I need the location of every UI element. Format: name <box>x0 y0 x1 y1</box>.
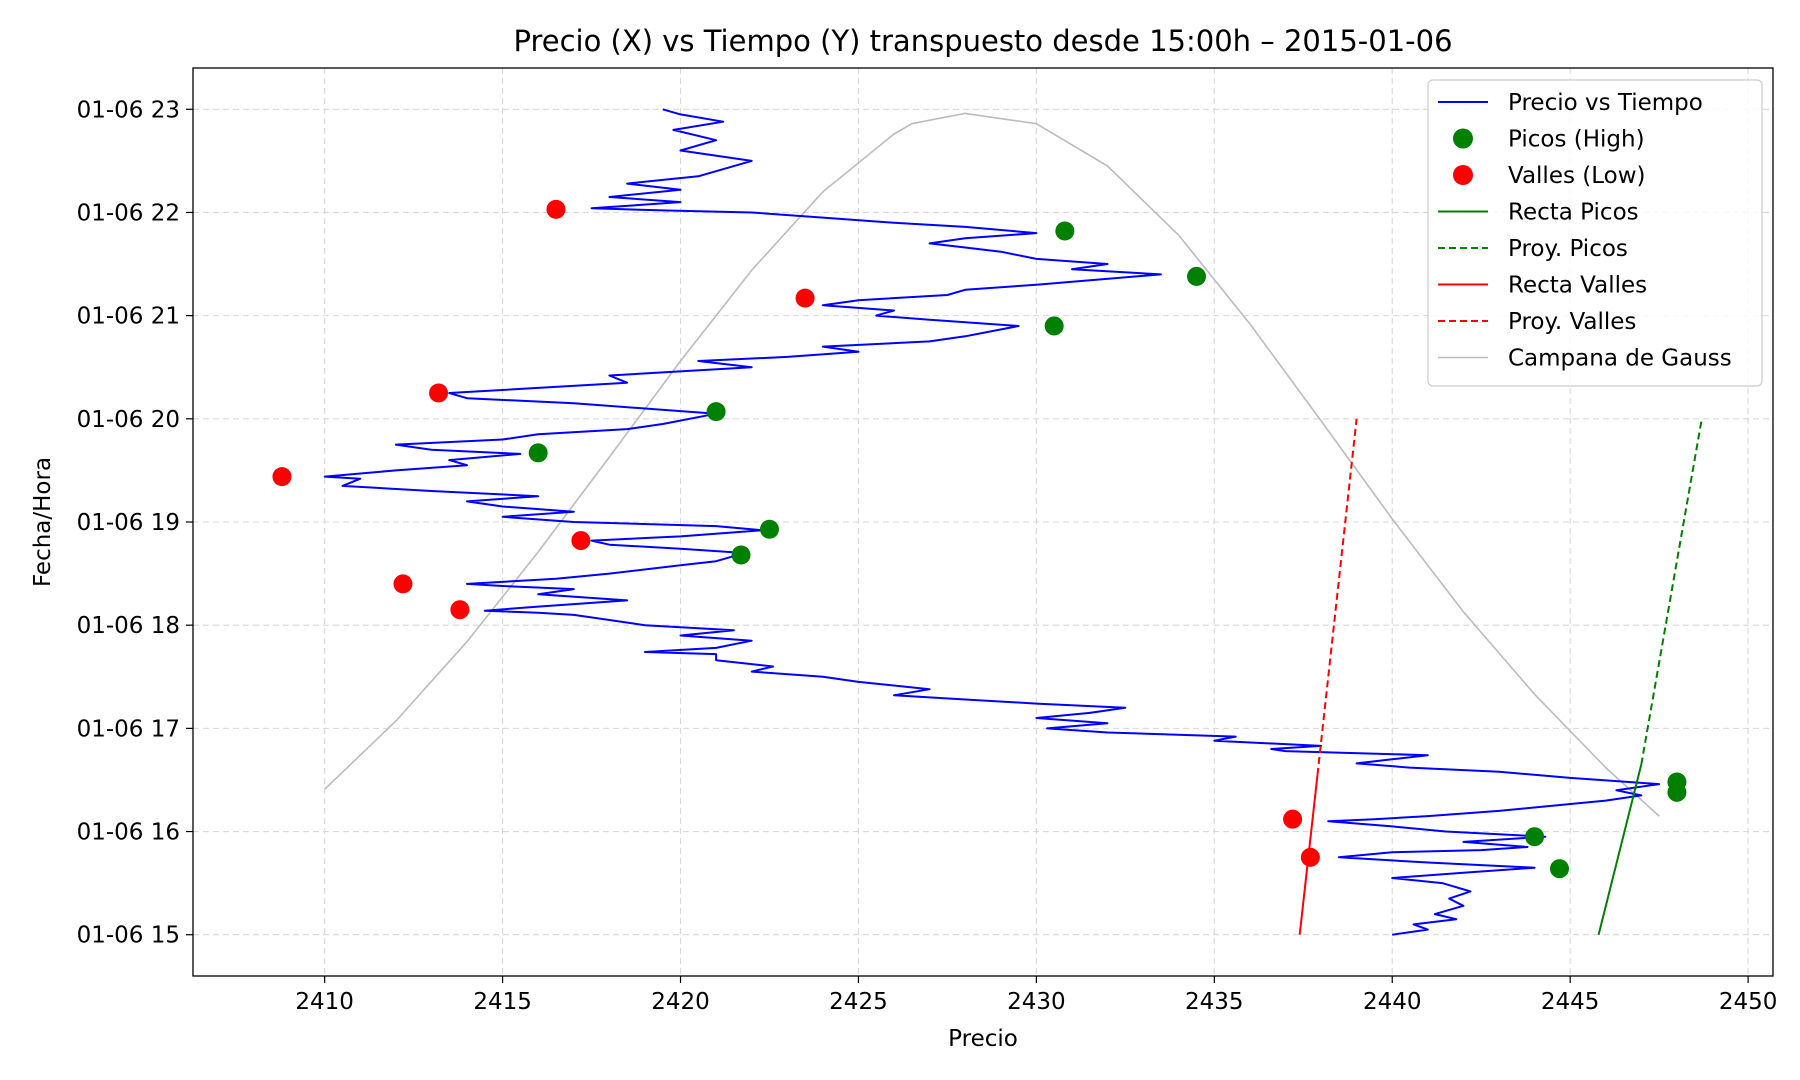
chart-title: Precio (X) vs Tiempo (Y) transpuesto des… <box>513 24 1452 58</box>
valles-low-point <box>429 383 449 403</box>
y-axis-label: Fecha/Hora <box>30 457 56 587</box>
picos-high-point <box>1525 827 1545 847</box>
valles-low-point <box>1283 809 1303 829</box>
x-tick-label: 2430 <box>1007 989 1066 1015</box>
y-tick-label: 01-06 18 <box>77 613 180 639</box>
picos-high-point <box>1549 859 1569 879</box>
picos-high-point <box>1667 772 1687 792</box>
x-axis-label: Precio <box>948 1026 1018 1052</box>
x-tick-label: 2440 <box>1363 989 1422 1015</box>
valles-low-point <box>393 574 413 594</box>
proy-valles-line <box>1316 418 1358 775</box>
legend-marker <box>1453 128 1473 149</box>
x-tick-label: 2415 <box>473 989 532 1015</box>
legend-label: Proy. Valles <box>1508 309 1636 335</box>
y-tick-label: 01-06 19 <box>77 510 180 536</box>
legend: Precio vs Tiempo Picos (High) Valles (Low)… <box>1427 79 1763 387</box>
y-tick-label: 01-06 15 <box>77 923 180 949</box>
legend-marker <box>1453 165 1473 185</box>
x-tick-label: 2435 <box>1185 989 1244 1015</box>
valles-low-point <box>571 531 591 551</box>
valles-low-point <box>272 467 292 487</box>
recta-picos-line <box>1597 764 1643 935</box>
y-tick-label: 01-06 22 <box>77 200 180 226</box>
x-tick-label: 2450 <box>1719 989 1778 1015</box>
valles-low-point <box>450 600 470 620</box>
picos-high-point <box>731 545 751 565</box>
y-tick-label: 01-06 21 <box>77 304 180 330</box>
legend-label: Campana de Gauss <box>1508 346 1732 372</box>
legend-box <box>1427 79 1763 387</box>
plot-area <box>272 108 1703 936</box>
x-tick-label: 2420 <box>651 989 710 1015</box>
y-tick-label: 01-06 23 <box>77 97 180 123</box>
valles-low-point <box>1300 847 1320 867</box>
legend-label: Recta Valles <box>1508 273 1647 299</box>
picos-high-point <box>1055 221 1075 241</box>
valles-low-point <box>795 288 815 308</box>
picos-high-point <box>759 519 779 539</box>
valles-low-point <box>546 199 566 219</box>
picos-high-point <box>1187 266 1207 286</box>
legend-label: Picos (High) <box>1508 127 1645 153</box>
x-tick-label: 2410 <box>295 989 354 1015</box>
y-axis-ticks: 01-06 15 01-06 16 01-06 17 01-06 18 01-06 19… <box>77 97 193 949</box>
x-tick-label: 2425 <box>829 989 888 1015</box>
picos-high-point <box>1044 316 1064 336</box>
picos-high-point <box>706 402 726 422</box>
y-tick-label: 01-06 17 <box>77 716 180 742</box>
legend-label: Precio vs Tiempo <box>1508 90 1703 116</box>
picos-high-point <box>528 443 548 463</box>
legend-label: Valles (Low) <box>1508 163 1646 189</box>
legend-label: Recta Picos <box>1508 200 1639 226</box>
y-tick-label: 01-06 20 <box>77 407 180 433</box>
y-tick-label: 01-06 16 <box>77 820 180 846</box>
proy-picos-line <box>1640 418 1703 765</box>
x-tick-label: 2445 <box>1541 989 1600 1015</box>
x-axis-ticks: 2410 2415 2420 2425 2430 2435 2440 2445 2450 <box>295 976 1777 1015</box>
legend-label: Proy. Picos <box>1508 236 1628 262</box>
